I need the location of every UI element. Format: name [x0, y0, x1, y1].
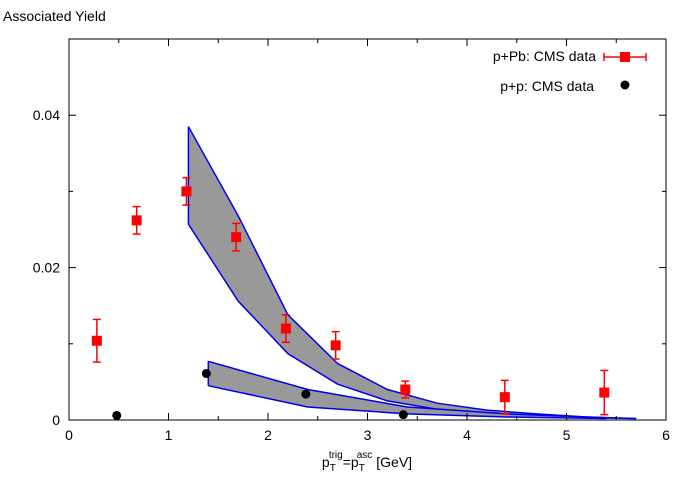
pp-point — [112, 410, 122, 420]
x-label-sub2: T — [359, 463, 365, 474]
legend-pp-marker — [620, 80, 630, 90]
ppb-point — [181, 186, 192, 197]
x-tick-label: 0 — [65, 427, 73, 443]
legend: p+Pb: CMS data p+p: CMS data — [493, 48, 647, 94]
pp-point — [201, 369, 211, 379]
y-tick-label: 0.04 — [33, 107, 60, 123]
ppb-point — [131, 215, 142, 226]
plot-frame — [68, 38, 667, 421]
x-label-p1: p — [322, 454, 330, 470]
x-tick-label: 2 — [264, 427, 272, 443]
x-label-p2: p — [351, 454, 359, 470]
legend-ppb-marker — [620, 52, 630, 62]
ppb-point — [330, 340, 341, 351]
ppb-point — [91, 335, 102, 346]
pp-point — [301, 389, 311, 399]
x-tick-label: 4 — [463, 427, 471, 443]
band-1-fill — [188, 126, 637, 419]
chart-title: Associated Yield — [3, 8, 106, 24]
ppb-point — [599, 387, 610, 398]
ppb-point — [280, 323, 291, 334]
ppb-point — [400, 384, 411, 395]
x-label-unit: [GeV] — [376, 454, 412, 470]
x-label-sup2: asc — [357, 450, 373, 461]
x-label-sub1: T — [330, 463, 336, 474]
x-tick-label: 6 — [662, 427, 670, 443]
x-axis-label: pTtrig=pTasc [GeV] — [322, 450, 412, 474]
pp-point — [398, 410, 408, 420]
x-tick-label: 5 — [563, 427, 571, 443]
legend-pp-label: p+p: CMS data — [500, 78, 594, 94]
y-tick-label: 0 — [52, 412, 60, 428]
band-2-upper-line — [208, 360, 607, 419]
ppb-point — [231, 232, 242, 243]
legend-ppb-label: p+Pb: CMS data — [493, 48, 596, 64]
data-markers — [91, 176, 610, 420]
axis-ticks: 0 1 2 3 4 5 6 0 0.02 0.04 — [33, 39, 670, 443]
band-2-fill — [208, 361, 607, 419]
x-tick-label: 3 — [364, 427, 372, 443]
x-tick-label: 1 — [165, 427, 173, 443]
model-bands — [187, 126, 637, 420]
x-label-sup1: trig — [329, 450, 343, 461]
ppb-point — [499, 392, 510, 403]
y-tick-label: 0.02 — [33, 260, 60, 276]
x-label-eq: = — [343, 454, 351, 470]
